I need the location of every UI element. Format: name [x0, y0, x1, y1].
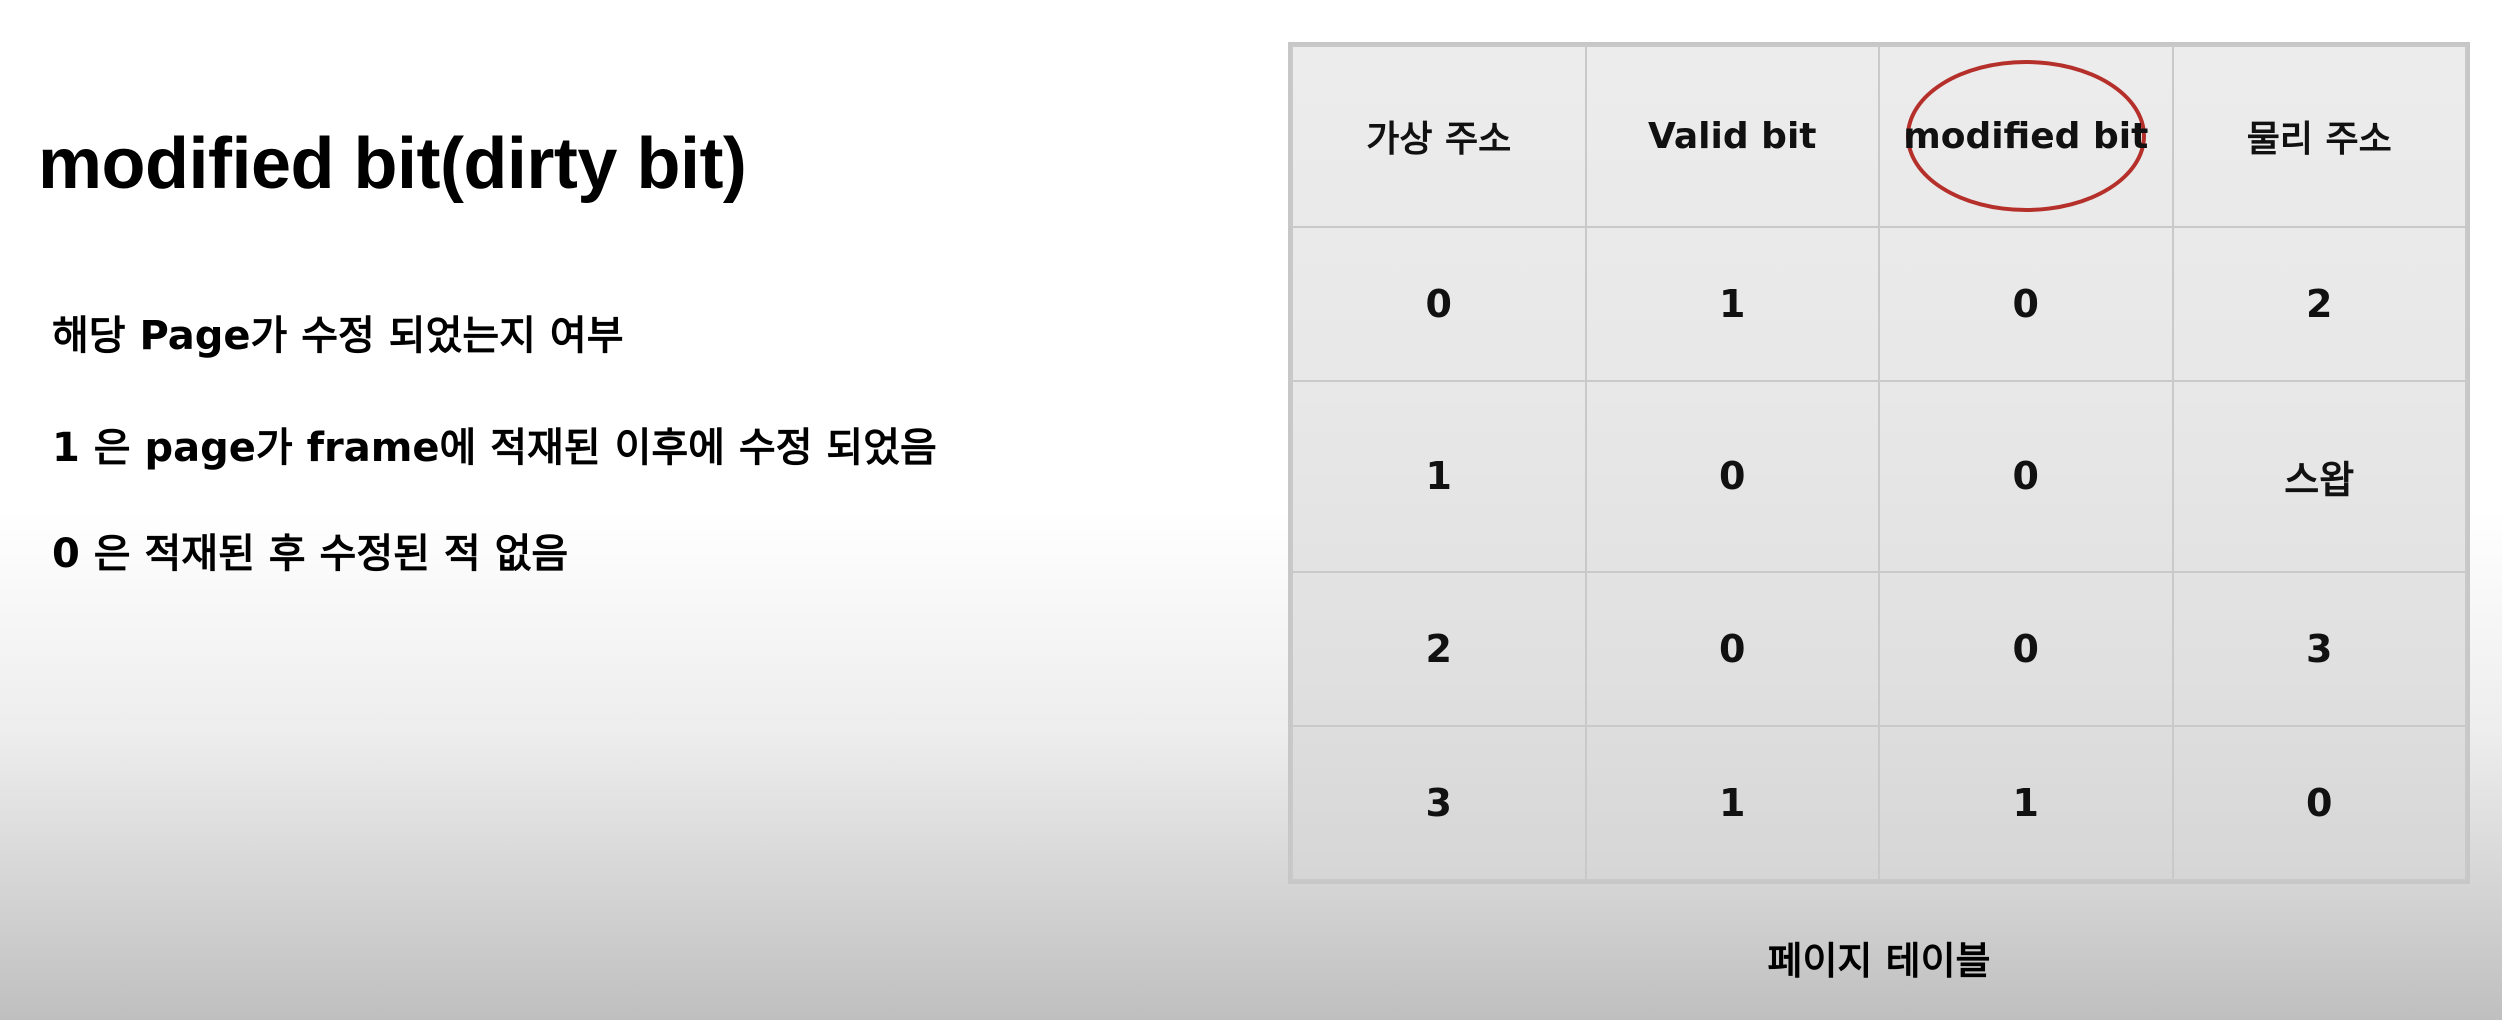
table-row: 3 1 1 0 — [1291, 724, 2467, 882]
table-cell: 0 — [1878, 570, 2174, 727]
table-cell: 3 — [1291, 724, 1587, 882]
table-cell: 1 — [1584, 225, 1880, 382]
table-cell: 0 — [1291, 225, 1587, 382]
header-modified-bit: modified bit — [1903, 115, 2149, 157]
table-row: 0 1 0 2 — [1291, 225, 2467, 382]
bullet-value-zero: 0 은 적재된 후 수정된 적 없음 — [52, 531, 569, 577]
table-header-row: 가상 주소 Valid bit modified bit 물리 주소 — [1291, 45, 2467, 228]
header-physical-address: 물리 주소 — [2171, 45, 2467, 228]
page-table: 가상 주소 Valid bit modified bit 물리 주소 0 1 0… — [1291, 45, 2467, 882]
table-cell: 2 — [2171, 225, 2467, 382]
table-cell: 1 — [1878, 724, 2174, 882]
table-caption: 페이지 테이블 — [1767, 939, 1991, 983]
table-cell: 0 — [1878, 225, 2174, 382]
bullet-definition: 해당 Page가 수정 되었는지 여부 — [52, 313, 624, 359]
table-cell: 1 — [1584, 724, 1880, 882]
table-cell: 1 — [1291, 379, 1587, 573]
slide-title: modified bit(dirty bit) — [38, 124, 747, 204]
table-cell: 0 — [1584, 379, 1880, 573]
table-cell: 3 — [2171, 570, 2467, 727]
table-row: 1 0 0 스왑 — [1291, 379, 2467, 573]
header-valid-bit: Valid bit — [1584, 45, 1880, 228]
table-cell: 0 — [1584, 570, 1880, 727]
table-row: 2 0 0 3 — [1291, 570, 2467, 727]
table-cell: 0 — [1878, 379, 2174, 573]
table-cell: 0 — [2171, 724, 2467, 882]
header-modified-bit-cell: modified bit — [1878, 45, 2174, 228]
bullet-value-one: 1 은 page가 frame에 적재된 이후에 수정 되었음 — [52, 425, 937, 471]
table-cell: 2 — [1291, 570, 1587, 727]
header-virtual-address: 가상 주소 — [1291, 45, 1587, 228]
table-cell: 스왑 — [2171, 379, 2467, 573]
page-table-container: 가상 주소 Valid bit modified bit 물리 주소 0 1 0… — [1288, 42, 2470, 884]
